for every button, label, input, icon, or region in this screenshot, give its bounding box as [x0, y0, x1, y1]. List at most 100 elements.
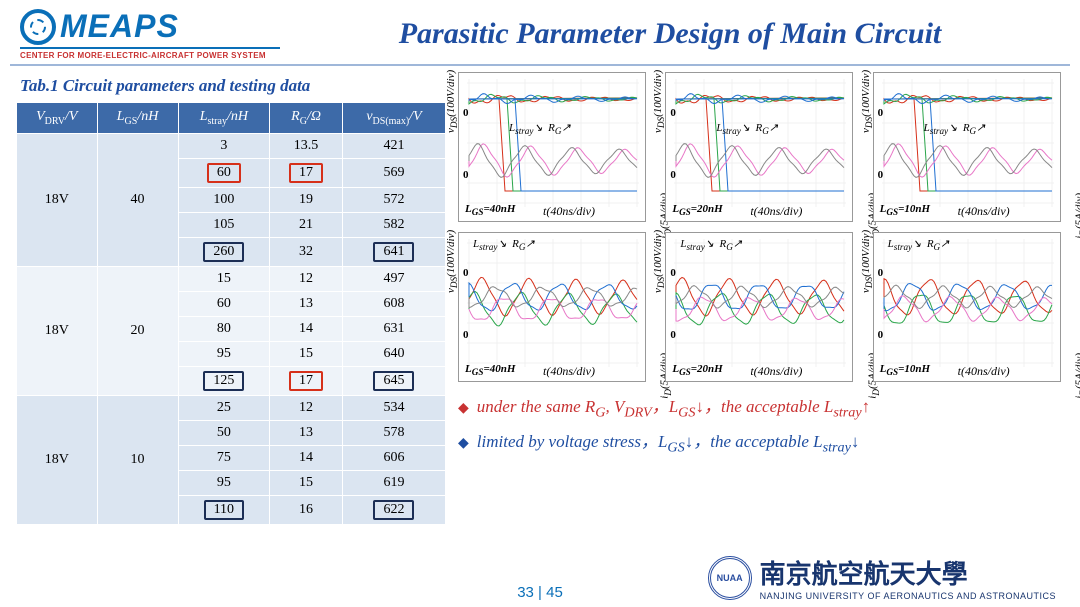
cell-lstray: 25	[178, 395, 270, 420]
cell-rg: 21	[270, 212, 343, 237]
cell-lgs: 20	[97, 266, 178, 395]
cell-rg: 14	[270, 316, 343, 341]
chart-corner-label: LGS=40nH	[465, 203, 515, 217]
slide-header: MEAPS CENTER FOR MORE-ELECTRIC-AIRCRAFT …	[0, 0, 1080, 64]
cell-rg: 12	[270, 395, 343, 420]
cell-rg: 13	[270, 291, 343, 316]
cell-vmax: 622	[342, 495, 445, 524]
cell-vmax: 569	[342, 158, 445, 187]
chart-annotation: Lstray↘ RG↗	[680, 237, 742, 252]
diamond-icon: ◆	[458, 400, 469, 417]
oscilloscope-chart: t(40ns/div)vDS(100V/div)iD(5A/div)LGS=10…	[873, 232, 1061, 382]
chart-annotation: Lstray↘ RG↗	[924, 121, 986, 136]
cell-vmax: 640	[342, 341, 445, 366]
table-panel: Tab.1 Circuit parameters and testing dat…	[16, 72, 446, 525]
cell-lgs: 40	[97, 133, 178, 266]
axis-x-label: t(40ns/div)	[543, 364, 595, 379]
cell-lstray: 95	[178, 341, 270, 366]
cell-lstray: 110	[178, 495, 270, 524]
axis-zero-marker: 0	[670, 267, 676, 279]
axis-zero-marker: 0	[878, 267, 884, 279]
cell-lgs: 10	[97, 395, 178, 524]
table-row: 18V102512534	[17, 395, 446, 420]
axis-zero-marker: 0	[463, 169, 469, 181]
chart-corner-label: LGS=10nH	[880, 203, 930, 217]
cell-rg: 14	[270, 445, 343, 470]
cell-lstray: 60	[178, 291, 270, 316]
cell-vmax: 497	[342, 266, 445, 291]
cell-vmax: 645	[342, 366, 445, 395]
logo-text: MEAPS	[60, 8, 179, 45]
axis-y-left-label: vDS(100V/div)	[652, 230, 666, 293]
axis-y-right-label: iD(5A/div)	[1074, 353, 1080, 399]
cell-rg: 15	[270, 341, 343, 366]
university-block: NUAA 南京航空航天大學 NANJING UNIVERSITY OF AERO…	[708, 554, 1056, 601]
chart-annotation: Lstray↘ RG↗	[888, 237, 950, 252]
university-name-cn: 南京航空航天大學	[760, 554, 1056, 591]
cell-vmax: 608	[342, 291, 445, 316]
note-blue: limited by voltage stress，LGS↓，the accep…	[477, 427, 860, 456]
parameter-table: VDRV/VLGS/nHLstray/nHRG/ΩvDS(max)/V 18V4…	[16, 102, 446, 525]
oscilloscope-chart: t(40ns/div)vDS(100V/div)iD(5A/div)LGS=40…	[458, 232, 646, 382]
cell-lstray: 15	[178, 266, 270, 291]
cell-lstray: 3	[178, 133, 270, 158]
cell-vdrv: 18V	[17, 395, 98, 524]
cell-vmax: 572	[342, 187, 445, 212]
oscilloscope-chart: t(40ns/div)vDS(100V/div)iD(5A/div)LGS=10…	[873, 72, 1061, 222]
chart-corner-label: LGS=40nH	[465, 363, 515, 377]
axis-x-label: t(40ns/div)	[750, 204, 802, 219]
cell-lstray: 80	[178, 316, 270, 341]
axis-x-label: t(40ns/div)	[958, 364, 1010, 379]
cell-lstray: 75	[178, 445, 270, 470]
charts-panel: t(40ns/div)vDS(100V/div)iD(5A/div)LGS=40…	[458, 72, 1064, 525]
axis-zero-marker: 0	[670, 329, 676, 341]
table-header: Lstray/nH	[178, 103, 270, 134]
slide-title: Parasitic Parameter Design of Main Circu…	[280, 17, 1060, 51]
axis-zero-marker: 0	[670, 107, 676, 119]
axis-y-right-label: iD(5A/div)	[1074, 193, 1080, 239]
cell-lstray: 260	[178, 237, 270, 266]
oscilloscope-chart: t(40ns/div)vDS(100V/div)iD(5A/div)LGS=40…	[458, 72, 646, 222]
note-red: under the same RG, VDRV，LGS↓，the accepta…	[477, 392, 870, 421]
axis-x-label: t(40ns/div)	[958, 204, 1010, 219]
chart-corner-label: LGS=20nH	[672, 363, 722, 377]
axis-zero-marker: 0	[670, 169, 676, 181]
table-row: 18V201512497	[17, 266, 446, 291]
axis-x-label: t(40ns/div)	[543, 204, 595, 219]
cell-lstray: 125	[178, 366, 270, 395]
chart-annotation: Lstray↘ RG↗	[509, 121, 571, 136]
cell-rg: 13.5	[270, 133, 343, 158]
axis-y-left-label: vDS(100V/div)	[652, 70, 666, 133]
cell-lstray: 105	[178, 212, 270, 237]
cell-lstray: 60	[178, 158, 270, 187]
logo-subtitle: CENTER FOR MORE-ELECTRIC-AIRCRAFT POWER …	[20, 51, 280, 60]
chart-corner-label: LGS=20nH	[672, 203, 722, 217]
axis-zero-marker: 0	[878, 329, 884, 341]
axis-y-left-label: vDS(100V/div)	[445, 70, 459, 133]
table-header: RG/Ω	[270, 103, 343, 134]
cell-vmax: 631	[342, 316, 445, 341]
gear-icon	[20, 9, 56, 45]
table-header: VDRV/V	[17, 103, 98, 134]
axis-zero-marker: 0	[878, 107, 884, 119]
table-row: 18V40313.5421	[17, 133, 446, 158]
cell-vdrv: 18V	[17, 266, 98, 395]
chart-grid: t(40ns/div)vDS(100V/div)iD(5A/div)LGS=40…	[458, 72, 1064, 382]
chart-annotation: Lstray↘ RG↗	[473, 237, 535, 252]
cell-rg: 17	[270, 366, 343, 395]
chart-annotation: Lstray↘ RG↗	[716, 121, 778, 136]
cell-vdrv: 18V	[17, 133, 98, 266]
university-seal-icon: NUAA	[708, 556, 752, 600]
cell-vmax: 582	[342, 212, 445, 237]
axis-y-left-label: vDS(100V/div)	[860, 70, 874, 133]
axis-zero-marker: 0	[878, 169, 884, 181]
cell-rg: 17	[270, 158, 343, 187]
cell-rg: 15	[270, 470, 343, 495]
axis-zero-marker: 0	[463, 107, 469, 119]
axis-zero-marker: 0	[463, 329, 469, 341]
logo-block: MEAPS CENTER FOR MORE-ELECTRIC-AIRCRAFT …	[20, 8, 280, 60]
oscilloscope-chart: t(40ns/div)vDS(100V/div)iD(5A/div)LGS=20…	[665, 232, 853, 382]
diamond-icon: ◆	[458, 435, 469, 452]
axis-zero-marker: 0	[463, 267, 469, 279]
cell-vmax: 534	[342, 395, 445, 420]
